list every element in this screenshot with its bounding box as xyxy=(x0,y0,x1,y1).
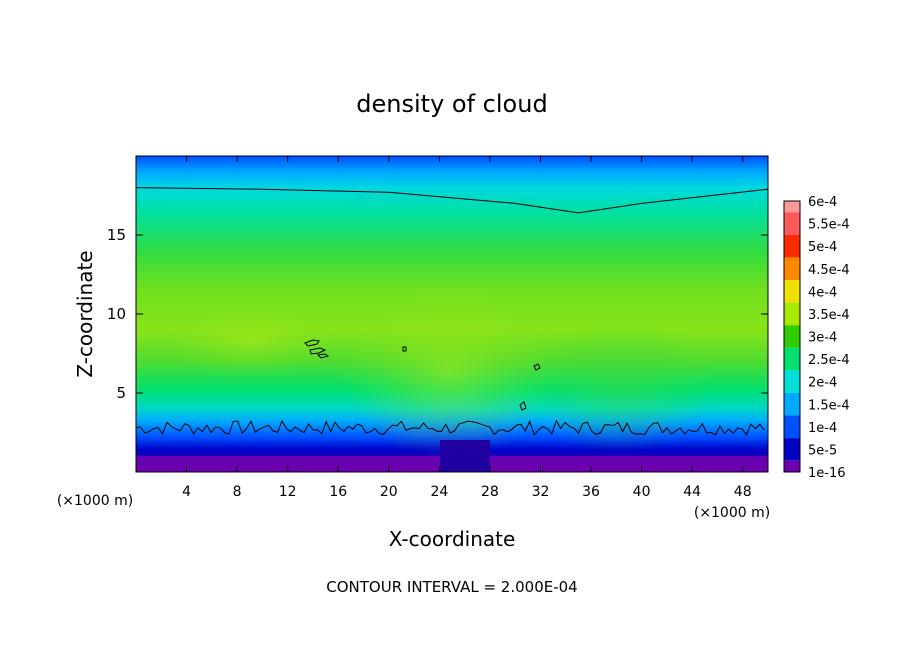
colorbar-frame xyxy=(783,200,801,473)
y-tick-label: 15 xyxy=(107,226,126,244)
x-tick-label: 8 xyxy=(233,484,242,500)
y-axis: 5 10 15 xyxy=(107,226,768,402)
x-tick-label: 20 xyxy=(380,484,398,500)
cloud-bubble-3 xyxy=(160,305,340,375)
colorbar-label: 1e-4 xyxy=(808,421,837,436)
x-tick-label: 12 xyxy=(279,484,297,500)
colorbar-label: 5e-4 xyxy=(808,240,837,255)
colorbar-label: 1e-16 xyxy=(808,466,846,481)
chart-title: density of cloud xyxy=(356,90,547,118)
colorbar-label: 2e-4 xyxy=(808,376,837,391)
x-axis: 4 8 12 16 20 24 28 32 36 40 44 48 xyxy=(182,156,752,500)
upper-contour xyxy=(136,187,768,214)
plot-area xyxy=(136,156,768,472)
x-tick-label: 16 xyxy=(329,484,347,500)
colorbar-swatch xyxy=(784,257,800,281)
x-unit-label-right: (×1000 m) xyxy=(694,505,770,521)
colorbar-swatch xyxy=(784,415,800,439)
x-unit-label-left: (×1000 m) xyxy=(57,493,133,509)
colorbar-swatch xyxy=(784,212,800,235)
colorbar-swatch xyxy=(784,347,800,371)
x-tick-label: 36 xyxy=(582,484,600,500)
x-axis-title: X-coordinate xyxy=(389,527,516,551)
colorbar-label: 6e-4 xyxy=(808,195,837,210)
colorbar-swatch xyxy=(784,201,800,213)
colorbar-label: 5.5e-4 xyxy=(808,218,850,233)
colorbar-swatch xyxy=(784,392,800,416)
colorbar-label: 4e-4 xyxy=(808,285,837,300)
colorbar-swatch xyxy=(784,370,800,393)
colorbar-swatch xyxy=(784,438,800,461)
dark-core xyxy=(440,440,490,472)
cloud-bubble-1 xyxy=(340,280,560,460)
x-tick-label: 28 xyxy=(481,484,499,500)
colorbar-label: 1.5e-4 xyxy=(808,398,850,413)
contour-interval-label: CONTOUR INTERVAL = 2.000E-04 xyxy=(326,578,577,596)
y-tick-label: 10 xyxy=(107,305,126,323)
x-tick-label: 24 xyxy=(430,484,448,500)
y-tick-label: 5 xyxy=(116,384,126,402)
lower-contour xyxy=(136,419,765,436)
x-tick-label: 4 xyxy=(182,484,191,500)
colorbar-label: 2.5e-4 xyxy=(808,353,850,368)
colorbar: 6e-4 5.5e-4 5e-4 4.5e-4 4e-4 3.5e-4 3e-4 2.5e-4… xyxy=(783,195,850,481)
x-tick-label: 44 xyxy=(683,484,701,500)
colorbar-label: 5e-5 xyxy=(808,443,837,458)
x-tick-label: 40 xyxy=(633,484,651,500)
x-tick-label: 48 xyxy=(734,484,752,500)
x-tick-label: 32 xyxy=(532,484,550,500)
colorbar-swatch xyxy=(784,325,800,348)
colorbar-label: 3e-4 xyxy=(808,331,837,346)
colorbar-label: 4.5e-4 xyxy=(808,263,850,278)
cloud-bubble-2 xyxy=(525,315,715,455)
isolated-contours xyxy=(304,339,541,411)
colorbar-swatch xyxy=(784,460,800,472)
y-axis-title: Z-coordinate xyxy=(73,250,97,377)
colorbar-swatch xyxy=(784,234,800,258)
colorbar-label: 3.5e-4 xyxy=(808,308,850,323)
colorbar-swatch xyxy=(784,302,800,326)
colorbar-swatch xyxy=(784,280,800,303)
